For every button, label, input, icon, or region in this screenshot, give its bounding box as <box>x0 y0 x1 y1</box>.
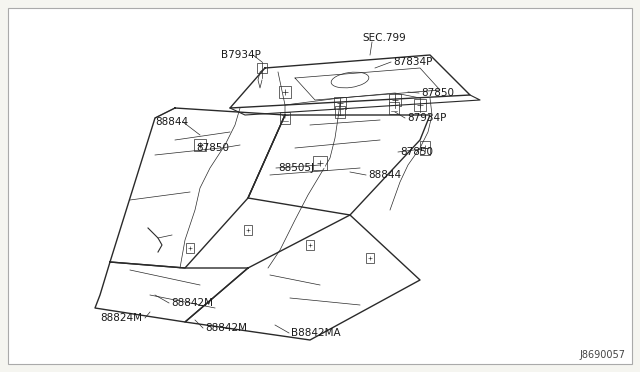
Bar <box>313 156 327 170</box>
Bar <box>280 112 290 124</box>
Text: J8690057: J8690057 <box>579 350 625 360</box>
Bar <box>279 86 291 98</box>
Text: 88505J: 88505J <box>278 163 314 173</box>
Text: 87850: 87850 <box>421 88 454 98</box>
Text: SEC.799: SEC.799 <box>362 33 406 43</box>
Text: 88844: 88844 <box>368 170 401 180</box>
Text: 88824M: 88824M <box>100 313 142 323</box>
Text: 87850: 87850 <box>400 147 433 157</box>
Bar <box>389 102 399 114</box>
Bar <box>257 63 267 73</box>
Text: 87850: 87850 <box>196 143 229 153</box>
Bar <box>194 139 206 151</box>
Text: B8842MA: B8842MA <box>291 328 340 338</box>
Text: 88844: 88844 <box>155 117 188 127</box>
Text: 88842M: 88842M <box>205 323 247 333</box>
Text: B7934P: B7934P <box>221 50 261 60</box>
Bar <box>414 99 426 111</box>
Bar <box>186 243 194 253</box>
Bar <box>389 94 401 106</box>
Text: 87834P: 87834P <box>393 57 433 67</box>
Bar <box>306 240 314 250</box>
Bar <box>334 97 346 109</box>
Bar <box>335 106 345 118</box>
Text: 88842M: 88842M <box>171 298 213 308</box>
Bar <box>244 225 252 235</box>
Bar <box>366 253 374 263</box>
Text: 87934P: 87934P <box>407 113 446 123</box>
Bar <box>420 141 430 155</box>
